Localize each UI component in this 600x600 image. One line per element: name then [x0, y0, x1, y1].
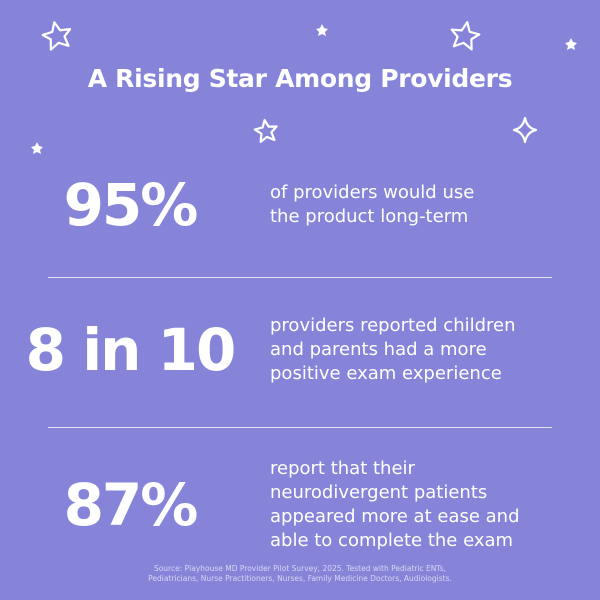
small-star	[31, 142, 43, 154]
description-line: providers reported children	[270, 315, 516, 336]
description-line: neurodivergent patients	[270, 482, 488, 503]
source-line: Pediatricians, Nurse Practitioners, Nurs…	[148, 574, 452, 583]
source-line: Source: Playhouse MD Provider Pilot Surv…	[153, 564, 447, 573]
stat-row: 95% of providers would use the product lon…	[0, 171, 600, 239]
stat-figure: 95%	[63, 171, 199, 239]
divider	[48, 427, 552, 428]
description-line: positive exam experience	[270, 363, 502, 384]
description-line: the product long-term	[270, 206, 469, 227]
stat-description: report that their neurodivergent patients…	[260, 457, 520, 553]
stat-row: 87% report that their neurodivergent patie…	[0, 457, 600, 553]
small-star	[565, 38, 577, 50]
stat-row: 8 in 10 providers reported children and pa…	[0, 314, 600, 386]
stat-figure: 8 in 10	[25, 316, 237, 384]
stat-description: of providers would use the product long-t…	[260, 181, 474, 229]
small-star	[316, 24, 328, 36]
source-note: Source: Playhouse MD Provider Pilot Surv…	[0, 564, 600, 584]
star-icon	[253, 118, 278, 143]
description-line: report that their	[270, 458, 415, 479]
sparkle-icon	[512, 116, 538, 144]
description-line: able to complete the exam	[270, 530, 514, 551]
stat-figure: 87%	[63, 471, 199, 539]
title: A Rising Star Among Providers	[87, 64, 513, 93]
description-line: and parents had a more	[270, 339, 487, 360]
description-line: of providers would use	[270, 182, 475, 203]
divider	[48, 277, 552, 278]
star-icon	[450, 21, 481, 51]
stat-description: providers reported children and parents h…	[260, 314, 516, 386]
description-line: appeared more at ease and	[270, 506, 520, 527]
star-icon	[41, 21, 72, 51]
